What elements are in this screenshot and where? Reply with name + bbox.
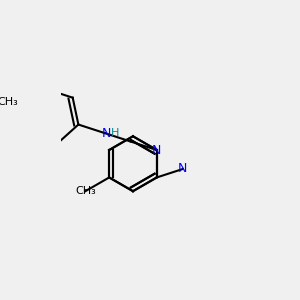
Text: H: H: [111, 128, 119, 138]
Text: N: N: [152, 143, 161, 157]
Text: CH₃: CH₃: [75, 186, 96, 196]
Text: N: N: [178, 163, 188, 176]
Text: CH₃: CH₃: [0, 97, 18, 106]
Text: N: N: [102, 127, 112, 140]
